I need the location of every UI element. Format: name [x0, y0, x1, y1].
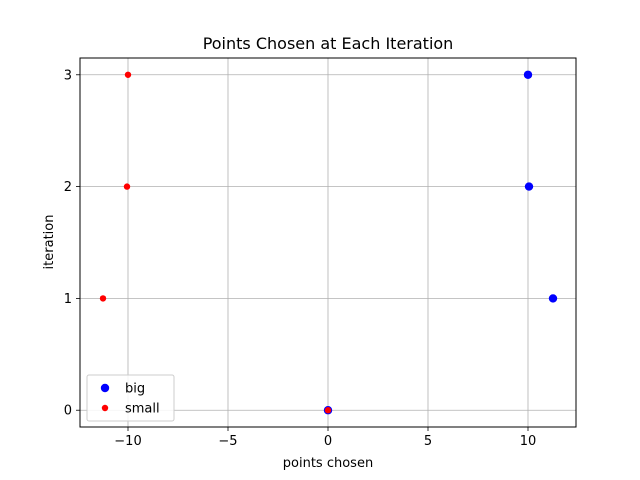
legend: big small [86, 374, 175, 422]
legend-label-big: big [125, 382, 145, 397]
y-tick-label: 1 [64, 292, 72, 307]
x-tick-label: 0 [324, 434, 332, 449]
y-tick-label: 0 [64, 404, 72, 419]
x-tick-label: −10 [114, 434, 141, 449]
y-tick-label: 3 [64, 68, 72, 83]
data-point-small [124, 71, 132, 78]
x-tick-label: 10 [520, 434, 537, 449]
y-axis-label: iteration [42, 215, 57, 270]
data-point-big [548, 294, 558, 303]
y-tick-label: 2 [64, 180, 72, 195]
data-point-small [99, 295, 107, 302]
data-point-small [123, 183, 131, 190]
legend-label-small: small [125, 402, 160, 417]
data-point-big [523, 70, 533, 79]
grid-lines [80, 58, 576, 427]
data-point-small [324, 407, 332, 414]
axis-ticks: −10 −5 0 5 10 0 1 2 3 [64, 68, 537, 449]
legend-marker-big [100, 383, 110, 393]
legend-marker-small [101, 404, 109, 412]
x-tick-label: 5 [424, 434, 432, 449]
x-tick-label: −5 [218, 434, 237, 449]
chart-title: Points Chosen at Each Iteration [203, 34, 454, 53]
data-points [99, 70, 558, 415]
x-axis-label: points chosen [283, 456, 373, 471]
data-point-big [524, 182, 534, 191]
